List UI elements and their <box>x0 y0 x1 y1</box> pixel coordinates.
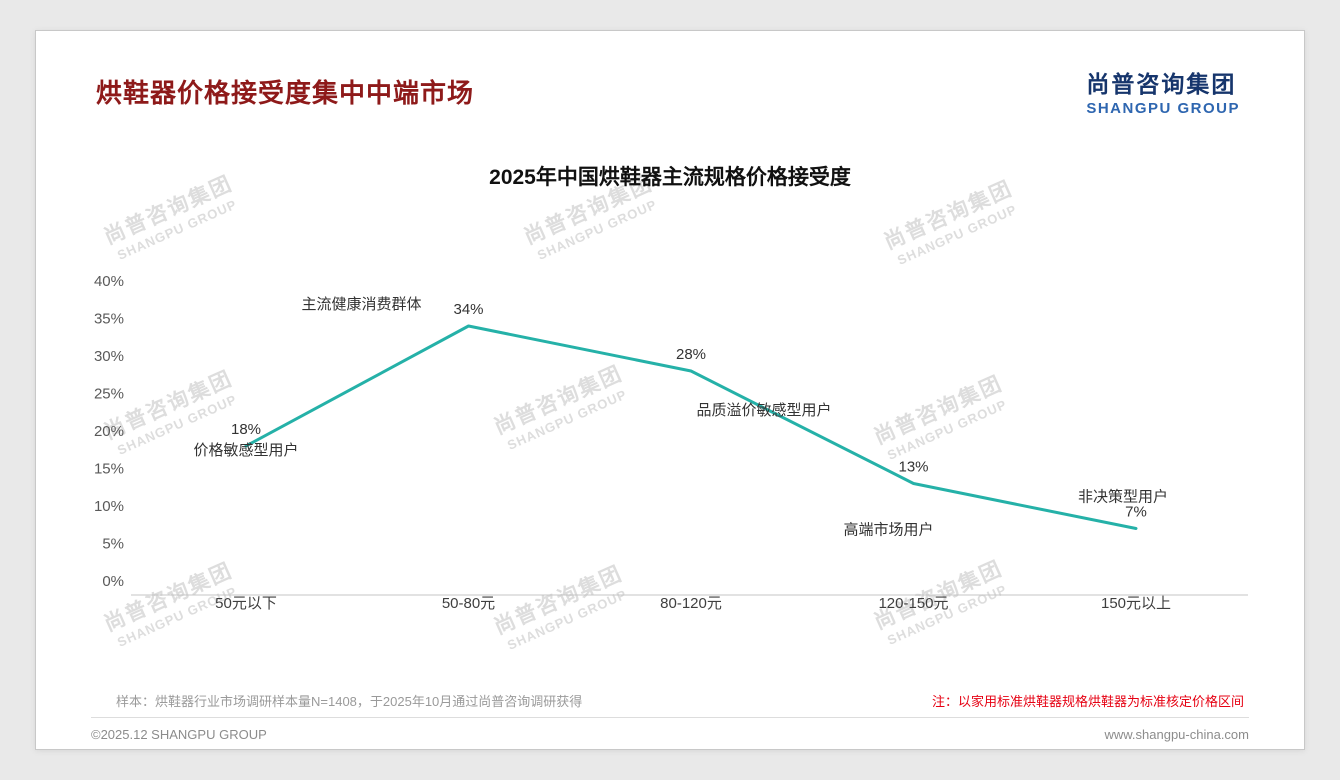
y-axis-tick-label: 20% <box>94 423 124 440</box>
data-point-label: 28% <box>676 346 706 363</box>
company-logo: 尚普咨询集团 SHANGPU GROUP <box>1086 65 1240 117</box>
price-acceptance-line <box>244 324 1138 530</box>
chart-title: 2025年中国烘鞋器主流规格价格接受度 <box>489 166 851 189</box>
y-axis-tick-label: 30% <box>94 348 124 365</box>
y-axis-tick-label: 0% <box>102 573 124 590</box>
x-axis-category-label: 120-150元 <box>878 595 948 612</box>
y-axis-tick-label: 15% <box>94 461 124 478</box>
page-title: 烘鞋器价格接受度集中中端市场 <box>96 78 475 108</box>
annotation-label: 品质溢价敏感型用户 <box>696 402 831 419</box>
x-axis-category-label: 50元以下 <box>215 595 277 612</box>
sample-note: 样本：烘鞋器行业市场调研样本量N=1408，于2025年10月通过尚普咨询调研获… <box>116 694 583 709</box>
data-point-label: 18% <box>231 421 261 438</box>
logo-chinese-name: 尚普咨询集团 <box>1086 71 1237 97</box>
y-axis-tick-label: 40% <box>94 273 124 290</box>
footer-website: www.shangpu-china.com <box>1104 727 1249 742</box>
y-axis-tick-label: 35% <box>94 311 124 328</box>
data-point-label: 13% <box>898 459 928 476</box>
annotation-label: 非决策型用户 <box>1078 489 1168 506</box>
data-point-label: 7% <box>1125 504 1147 521</box>
price-line-chart: 0% 5% 10% 15% 20% 25% 30% 35% 40% 18% 34% 28% 13% 7% 价… <box>94 273 1248 612</box>
logo-english-name: SHANGPU GROUP <box>1086 100 1240 117</box>
annotation-label: 主流健康消费群体 <box>301 296 421 313</box>
y-axis-tick-label: 25% <box>94 386 124 403</box>
footer-copyright: ©2025.12 SHANGPU GROUP <box>91 727 267 742</box>
footer-divider <box>91 717 1249 718</box>
data-point-label: 34% <box>453 301 483 318</box>
x-axis-category-label: 50-80元 <box>442 595 495 612</box>
x-axis-category-label: 80-120元 <box>660 595 722 612</box>
annotation-label: 高端市场用户 <box>843 522 933 539</box>
x-axis-category-label: 150元以上 <box>1101 595 1171 612</box>
y-axis-tick-label: 10% <box>94 498 124 515</box>
slide-card: 尚普咨询集团 SHANGPU GROUP 尚普咨询集团 SHANGPU GROUP 尚普… <box>35 30 1305 750</box>
y-axis-tick-label: 5% <box>102 536 124 553</box>
price-range-note: 注：以家用标准烘鞋器规格烘鞋器为标准核定价格区间 <box>931 694 1244 709</box>
annotation-label: 价格敏感型用户 <box>193 442 298 459</box>
